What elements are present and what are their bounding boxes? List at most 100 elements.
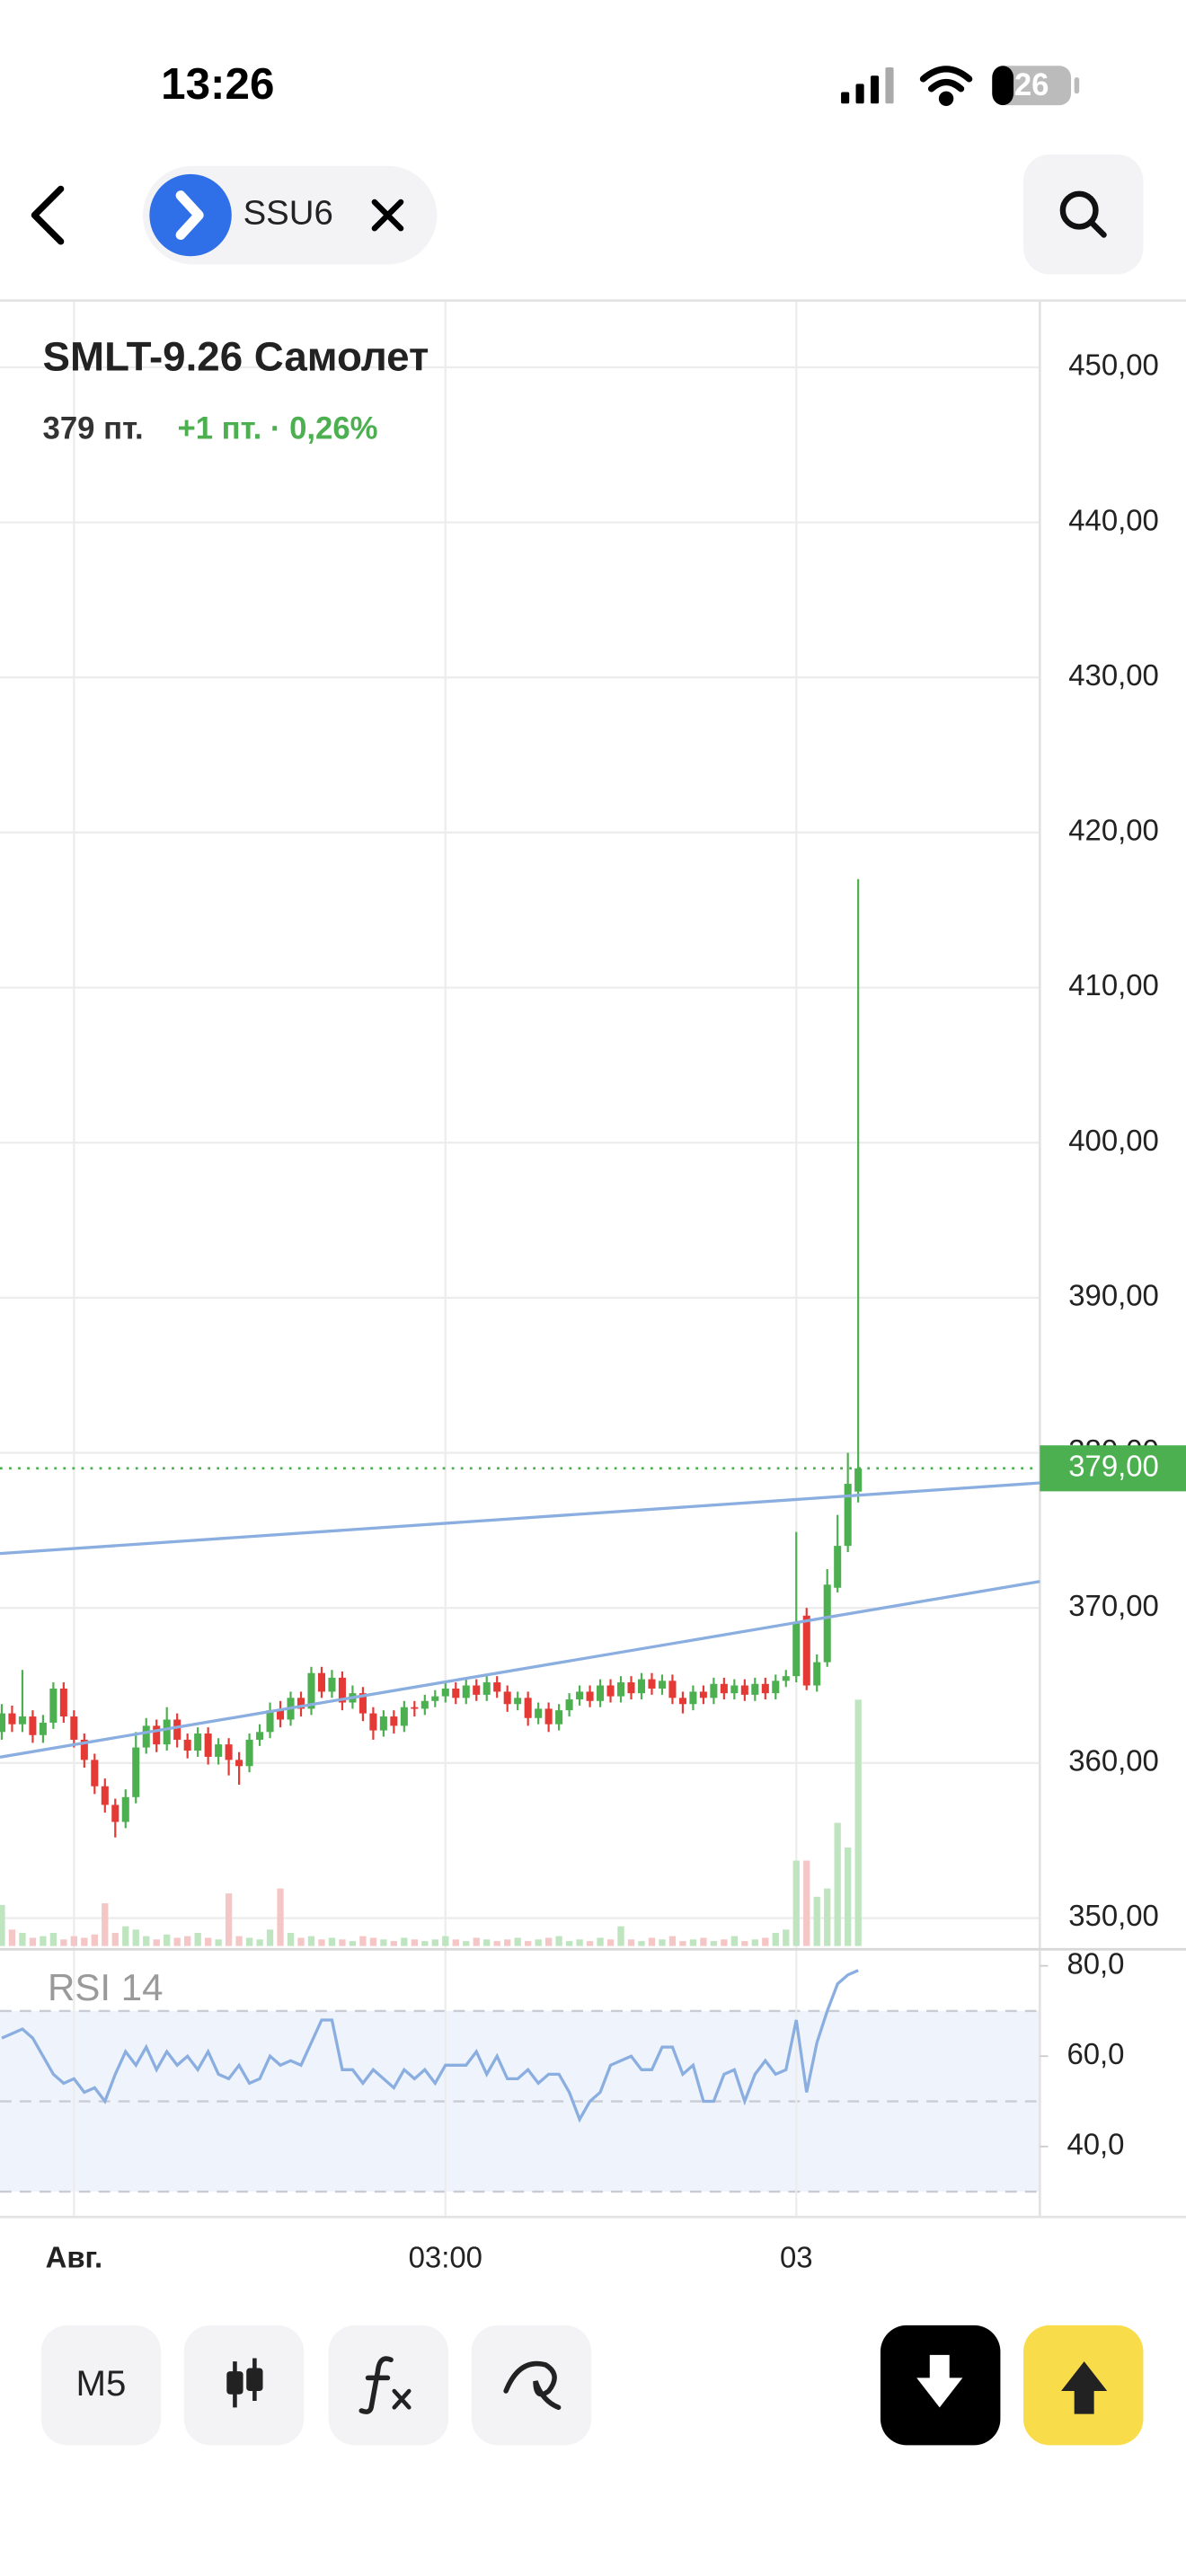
volume-bar [689,1939,697,1946]
volume-bar [256,1939,263,1946]
candle-body [142,1725,150,1748]
candle-body [80,1739,88,1760]
candle-body [637,1679,646,1694]
candle-body [782,1676,790,1681]
volume-bar [483,1939,491,1946]
volume-bar [359,1936,367,1946]
candle-body [710,1683,718,1698]
candle-body [245,1739,253,1767]
candle-body [668,1681,677,1698]
back-button[interactable] [31,185,65,245]
candle-body [792,1623,801,1677]
trend-line[interactable] [0,1481,1040,1556]
candle-body [296,1698,305,1709]
battery-icon: 26 [992,66,1080,106]
volume-bar [8,1929,16,1946]
last-price: 379 пт. [43,411,144,446]
candle-body [514,1698,522,1705]
buy-button[interactable] [1023,2325,1144,2446]
volume-bar [40,1936,47,1946]
volume-bar [390,1941,398,1946]
indicators-button[interactable] [328,2325,449,2446]
candle-body [400,1707,408,1726]
volume-bar [514,1937,521,1946]
candle-body [183,1739,191,1751]
candle-body [761,1683,769,1694]
ticker-chip-label: SSU6 [243,194,333,233]
candle-body [772,1681,780,1694]
candle-body [658,1681,666,1689]
volume-bar [235,1936,243,1946]
volume-bar [493,1941,500,1946]
candle-body [606,1685,615,1697]
volume-bar [597,1937,604,1946]
drawing-button[interactable] [471,2325,592,2446]
candle-body [70,1716,78,1740]
candle-body [163,1719,171,1745]
price-change: +1 пт. · 0,26% [177,411,377,446]
volume-bar [741,1941,748,1946]
trend-line[interactable] [0,1580,1040,1759]
volume-bar [60,1939,67,1946]
chip-close-button[interactable] [371,198,404,232]
y-tick-label: 390,00 [1068,1279,1159,1312]
volume-bar [700,1937,707,1946]
volume-bar [834,1822,841,1946]
candle-body [524,1698,532,1718]
volume-bar [225,1893,233,1946]
volume-bar [81,1937,88,1946]
y-tick-label: 350,00 [1068,1899,1159,1932]
candle-body [689,1691,697,1705]
volume-bar [463,1941,470,1946]
volume-bar [679,1941,686,1946]
candle-body [235,1760,243,1767]
volume-bar [102,1903,109,1946]
volume-bar [380,1939,387,1946]
volume-bar [710,1941,718,1946]
volume-bar [648,1937,656,1946]
candle-body [586,1691,594,1701]
candle-body [678,1698,686,1705]
candle-body [844,1484,852,1547]
candle-body [49,1688,58,1723]
candle-body [627,1682,635,1694]
candle-body [225,1744,233,1760]
volume-bar [215,1939,222,1946]
y-tick-label: 420,00 [1068,814,1159,847]
candle-body [390,1716,398,1726]
y-tick-label: 430,00 [1068,658,1159,692]
volume-bar [421,1941,429,1946]
volume-bar [606,1939,615,1946]
y-tick-label: 360,00 [1068,1744,1159,1778]
candle-body [648,1679,656,1689]
volume-bar [617,1926,624,1946]
candle-body [358,1693,367,1714]
ticker-chip[interactable]: SSU6 [143,165,438,265]
candle-body [266,1710,274,1733]
interval-button[interactable]: M5 [40,2325,162,2446]
volume-bar [194,1932,201,1946]
volume-bar [122,1926,129,1946]
volume-bar [854,1699,862,1946]
candle-body [277,1710,285,1720]
x-tick-label: 03:00 [409,2240,482,2273]
candle-body [411,1707,419,1709]
search-button[interactable] [1023,154,1144,275]
candle-body [802,1615,810,1686]
volume-bar [277,1888,284,1946]
indicator-label: RSI 14 [48,1966,164,2008]
volume-bar [452,1939,459,1946]
current-price-label: 379,00 [1068,1449,1159,1482]
candle-body [379,1716,387,1731]
volume-bar [70,1936,77,1946]
chart-type-button[interactable] [183,2325,305,2446]
sell-button[interactable] [880,2325,1001,2446]
volume-bar [659,1939,666,1946]
candle-body [834,1546,842,1588]
plot-area [0,300,1040,2218]
candle-body [576,1691,584,1700]
candle-body [482,1682,491,1695]
candle-body [173,1719,181,1740]
